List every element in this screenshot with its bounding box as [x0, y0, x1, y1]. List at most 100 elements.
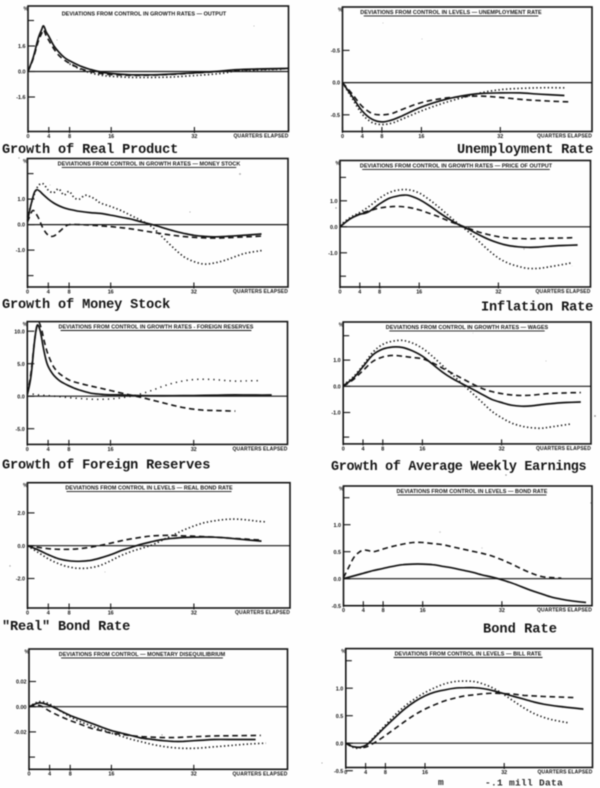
svg-text:32: 32 — [191, 610, 197, 616]
svg-text:1.0: 1.0 — [18, 197, 26, 203]
svg-text:%: % — [339, 323, 344, 329]
svg-text:1.0: 1.0 — [333, 358, 341, 364]
svg-text:%: % — [339, 487, 344, 493]
svg-text:0: 0 — [27, 134, 30, 140]
svg-text:-1.0: -1.0 — [331, 411, 340, 417]
svg-text:QUARTERS ELAPSED: QUARTERS ELAPSED — [538, 770, 593, 776]
svg-text:4: 4 — [47, 134, 50, 140]
svg-text:4: 4 — [362, 608, 365, 614]
svg-text:8: 8 — [68, 134, 71, 140]
svg-text:16: 16 — [419, 446, 425, 452]
svg-text:DEVIATIONS FROM CONTROL IN LEV: DEVIATIONS FROM CONTROL IN LEVELS — BILL… — [395, 651, 542, 657]
svg-text:0.0: 0.0 — [336, 741, 344, 747]
svg-text:32: 32 — [501, 770, 507, 776]
svg-text:4: 4 — [47, 447, 50, 453]
svg-text:-1.6: -1.6 — [16, 95, 25, 101]
svg-text:%: % — [25, 650, 30, 656]
svg-text:0: 0 — [26, 447, 29, 453]
svg-text:4: 4 — [47, 289, 50, 295]
svg-text:16: 16 — [108, 610, 114, 616]
svg-text:%: % — [23, 322, 28, 328]
svg-text:32: 32 — [191, 772, 197, 778]
svg-text:0.02: 0.02 — [16, 680, 27, 686]
svg-text:%: % — [23, 483, 28, 489]
svg-text:16: 16 — [418, 134, 424, 140]
svg-text:0: 0 — [342, 608, 345, 614]
svg-text:32: 32 — [499, 608, 505, 614]
svg-text:8: 8 — [69, 772, 72, 778]
svg-text:-1.0: -1.0 — [16, 248, 25, 254]
svg-text:8: 8 — [381, 446, 384, 452]
svg-text:Growth of Average Weekly Earni: Growth of Average Weekly Earnings — [331, 460, 587, 475]
svg-text:-0.02: -0.02 — [14, 730, 26, 736]
svg-text:0.0: 0.0 — [333, 384, 341, 390]
svg-text:%: % — [24, 7, 29, 13]
svg-text:8: 8 — [378, 289, 381, 295]
svg-text:0: 0 — [26, 610, 29, 616]
svg-text:32: 32 — [495, 289, 501, 295]
svg-text:16: 16 — [420, 608, 426, 614]
svg-text:-0.5: -0.5 — [331, 113, 340, 119]
svg-text:4: 4 — [362, 446, 365, 452]
svg-text:0: 0 — [28, 772, 31, 778]
svg-text:QUARTERS ELAPSED: QUARTERS ELAPSED — [234, 134, 289, 140]
svg-text:DEVIATIONS FROM CONTROL IN GRO: DEVIATIONS FROM CONTROL IN GROWTH RATES … — [386, 325, 549, 331]
svg-text:0.0: 0.0 — [334, 577, 342, 583]
svg-text:%: % — [341, 649, 346, 655]
svg-text:QUARTERS ELAPSED: QUARTERS ELAPSED — [536, 446, 591, 452]
svg-text:Growth of Money Stock: Growth of Money Stock — [2, 298, 170, 313]
svg-text:Growth of Real Product: Growth of Real Product — [2, 143, 178, 158]
svg-text:-.1 mill Data: -.1 mill Data — [485, 778, 563, 788]
svg-text:1.0: 1.0 — [334, 523, 342, 529]
svg-text:0.0: 0.0 — [18, 544, 26, 550]
svg-text:4: 4 — [358, 289, 361, 295]
svg-text:Bond Rate: Bond Rate — [483, 622, 557, 637]
svg-text:0: 0 — [344, 770, 347, 776]
svg-text:Inflation Rate: Inflation Rate — [481, 300, 593, 315]
svg-text:0.0: 0.0 — [18, 223, 26, 229]
svg-text:Unemployment Rate: Unemployment Rate — [457, 143, 593, 158]
svg-text:0: 0 — [341, 134, 344, 140]
svg-text:8: 8 — [382, 608, 385, 614]
svg-text:32: 32 — [191, 289, 197, 295]
svg-text:32: 32 — [191, 447, 197, 453]
svg-text:0: 0 — [26, 289, 29, 295]
svg-text:4: 4 — [361, 134, 364, 140]
svg-text:0: 0 — [339, 289, 342, 295]
svg-text:DEVIATIONS FROM CONTROL IN GRO: DEVIATIONS FROM CONTROL IN GROWTH RATES … — [59, 324, 254, 330]
svg-text:DEVIATIONS FROM CONTROL IN GRO: DEVIATIONS FROM CONTROL IN GROWTH RATES … — [62, 11, 227, 17]
svg-text:0.5: 0.5 — [336, 714, 344, 720]
svg-text:8: 8 — [68, 610, 71, 616]
svg-text:4: 4 — [364, 770, 367, 776]
svg-text:16: 16 — [108, 289, 114, 295]
svg-text:QUARTERS ELAPSED: QUARTERS ELAPSED — [233, 771, 288, 777]
svg-text:%: % — [336, 161, 341, 167]
svg-text:QUARTERS ELAPSED: QUARTERS ELAPSED — [233, 289, 288, 295]
svg-text:16: 16 — [108, 772, 114, 778]
svg-text:1.6: 1.6 — [18, 44, 26, 50]
svg-text:1.0: 1.0 — [330, 199, 338, 205]
svg-text:-0.5: -0.5 — [334, 769, 343, 775]
svg-text:16: 16 — [108, 447, 114, 453]
svg-text:16: 16 — [422, 770, 428, 776]
svg-text:16: 16 — [108, 134, 114, 140]
svg-text:"Real" Bond Rate: "Real" Bond Rate — [2, 620, 130, 635]
svg-text:0: 0 — [342, 446, 345, 452]
svg-text:DEVIATIONS FROM CONTROL IN GRO: DEVIATIONS FROM CONTROL IN GROWTH RATES … — [360, 163, 553, 169]
svg-text:0.00: 0.00 — [16, 705, 27, 711]
svg-text:0.0: 0.0 — [18, 70, 26, 76]
svg-text:2.0: 2.0 — [18, 511, 26, 517]
svg-text:5.0: 5.0 — [17, 362, 25, 368]
svg-text:1.0: 1.0 — [336, 686, 344, 692]
svg-text:DEVIATIONS FROM CONTROL — MONE: DEVIATIONS FROM CONTROL — MONETARY DISEQ… — [59, 652, 226, 658]
svg-text:DEVIATIONS FROM CONTROL IN LEV: DEVIATIONS FROM CONTROL IN LEVELS — REAL… — [65, 486, 233, 492]
svg-text:0.5: 0.5 — [334, 550, 342, 556]
svg-text:8: 8 — [384, 770, 387, 776]
svg-text:-2.0: -2.0 — [16, 577, 25, 583]
svg-text:%: % — [23, 159, 28, 165]
svg-text:Growth of Foreign Reserves: Growth of Foreign Reserves — [2, 458, 210, 473]
svg-text:QUARTERS ELAPSED: QUARTERS ELAPSED — [536, 289, 591, 295]
svg-text:DEVIATIONS FROM CONTROL IN LEV: DEVIATIONS FROM CONTROL IN LEVELS — BOND… — [397, 489, 548, 495]
svg-text:%: % — [338, 8, 343, 14]
svg-text:10.0: 10.0 — [14, 329, 25, 335]
